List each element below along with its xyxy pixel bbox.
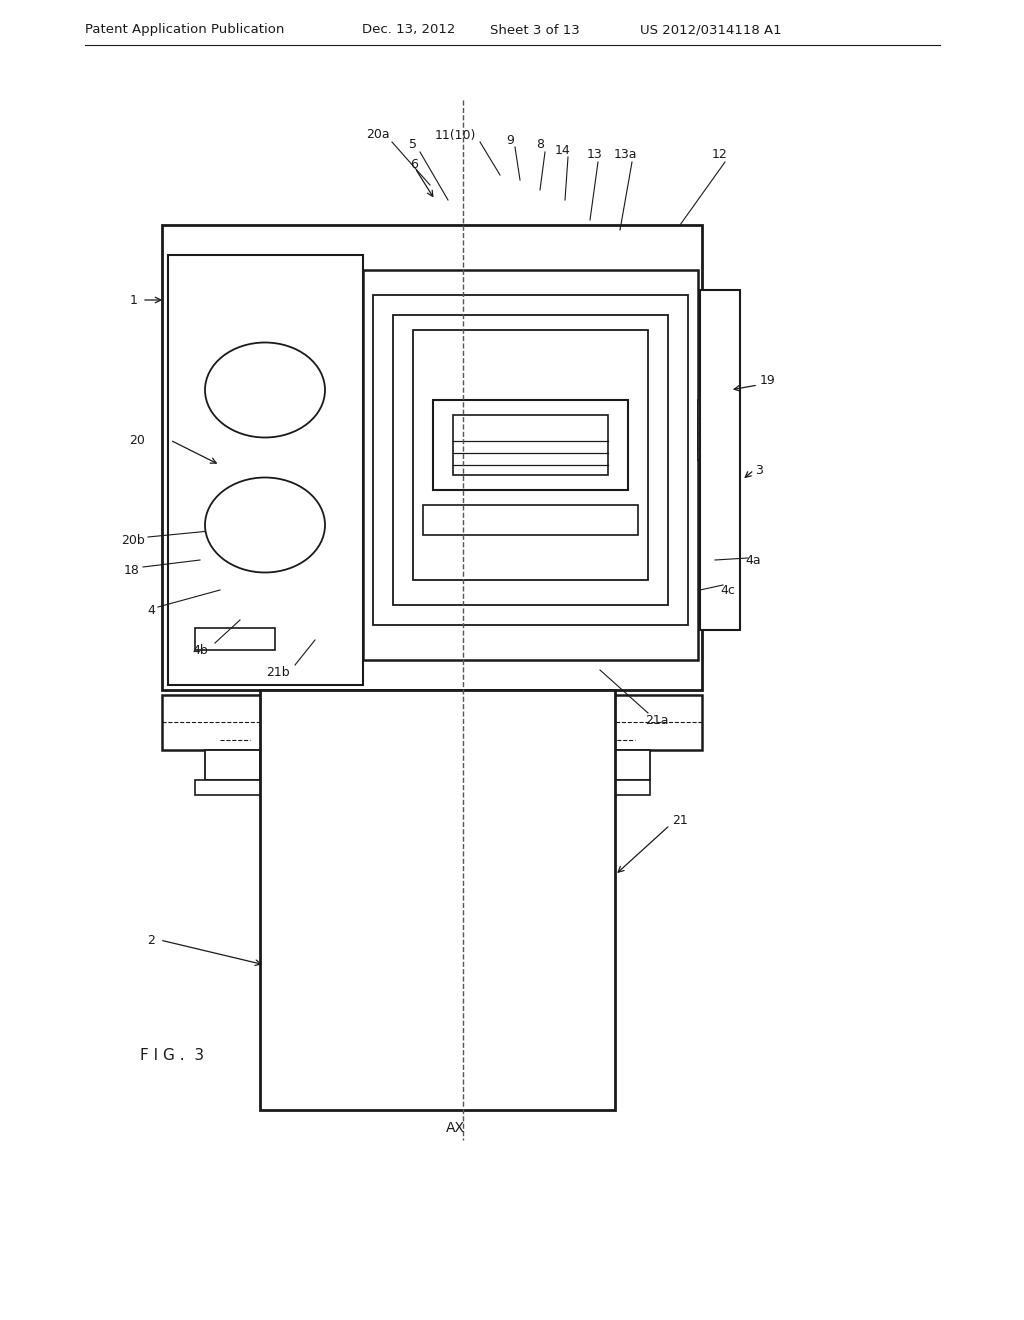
- Text: US 2012/0314118 A1: US 2012/0314118 A1: [640, 24, 781, 37]
- Text: 4c: 4c: [720, 583, 735, 597]
- Text: 4: 4: [147, 603, 155, 616]
- Text: AX: AX: [445, 1121, 465, 1135]
- Bar: [590, 750, 650, 780]
- Text: 3: 3: [755, 463, 763, 477]
- Bar: [168, 255, 362, 685]
- Bar: [195, 628, 275, 649]
- Bar: [362, 271, 698, 660]
- Text: 13: 13: [587, 149, 603, 161]
- Text: 20b: 20b: [121, 533, 145, 546]
- Bar: [195, 780, 265, 795]
- Text: Dec. 13, 2012: Dec. 13, 2012: [362, 24, 456, 37]
- Bar: [390, 750, 445, 780]
- Text: 9: 9: [506, 133, 514, 147]
- Text: 4b: 4b: [193, 644, 208, 656]
- Text: Patent Application Publication: Patent Application Publication: [85, 24, 285, 37]
- Bar: [205, 750, 260, 780]
- Bar: [698, 400, 728, 459]
- Text: 6: 6: [410, 158, 418, 172]
- Bar: [700, 290, 740, 630]
- Text: Sheet 3 of 13: Sheet 3 of 13: [490, 24, 580, 37]
- Text: F I G .  3: F I G . 3: [140, 1048, 204, 1063]
- Text: 11(10): 11(10): [434, 128, 476, 141]
- Bar: [423, 506, 638, 535]
- Bar: [600, 780, 650, 795]
- Bar: [162, 224, 702, 690]
- Text: 4a: 4a: [745, 553, 761, 566]
- Text: 21a: 21a: [645, 714, 669, 726]
- Bar: [413, 330, 648, 579]
- Text: 19: 19: [760, 374, 776, 387]
- Text: 2: 2: [147, 933, 155, 946]
- Text: 12: 12: [712, 149, 728, 161]
- Text: 18: 18: [124, 564, 140, 577]
- Text: 21: 21: [672, 813, 688, 826]
- Text: 1: 1: [130, 293, 138, 306]
- Ellipse shape: [205, 342, 325, 437]
- Bar: [162, 696, 702, 750]
- Text: 14: 14: [555, 144, 570, 157]
- Text: 20a: 20a: [367, 128, 390, 141]
- Bar: [433, 400, 628, 490]
- Bar: [393, 315, 668, 605]
- Text: 13a: 13a: [613, 149, 637, 161]
- Bar: [260, 690, 615, 1110]
- Text: 20: 20: [129, 433, 145, 446]
- Bar: [453, 414, 608, 475]
- Ellipse shape: [205, 478, 325, 573]
- Text: 5: 5: [409, 139, 417, 152]
- Text: 8: 8: [536, 139, 544, 152]
- Bar: [373, 294, 688, 624]
- Text: 21b: 21b: [266, 665, 290, 678]
